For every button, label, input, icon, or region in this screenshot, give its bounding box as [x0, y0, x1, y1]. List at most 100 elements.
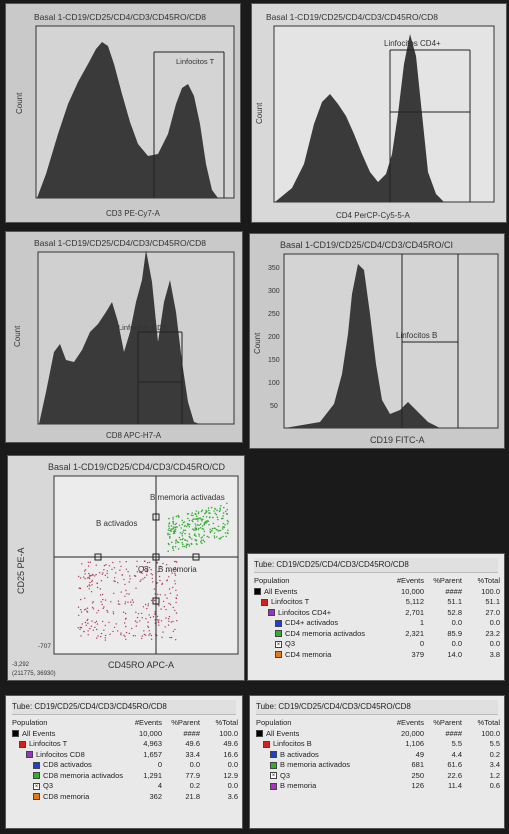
event-dot	[125, 638, 127, 640]
table-row[interactable]: CD8 memoria 362 21.8 3.6	[12, 792, 238, 803]
event-dot	[104, 637, 106, 639]
event-dot	[167, 532, 169, 535]
event-dot	[222, 522, 225, 525]
event-dot	[117, 603, 120, 605]
population-color-swatch: ×	[275, 640, 282, 648]
x-axis-label: CD3 PE-Cy7-A	[106, 209, 160, 218]
table-row[interactable]: × Q3 4 0.2 0.0	[12, 781, 238, 792]
event-dot	[182, 543, 184, 546]
event-dot	[131, 599, 134, 601]
event-dot	[97, 635, 99, 637]
event-dot	[80, 598, 82, 601]
event-dot	[83, 570, 86, 572]
event-dot	[146, 569, 148, 571]
event-dot	[143, 566, 145, 568]
table-row[interactable]: All Events 10,000 #### 100.0	[12, 729, 238, 740]
event-dot	[140, 572, 142, 574]
event-dot	[177, 541, 180, 544]
population-name: CD4+ activados	[285, 618, 339, 627]
table-row[interactable]: Linfocitos CD4+ 2,701 52.8 27.0	[254, 608, 500, 619]
table-row[interactable]: Linfocitos T 4,963 49.6 49.6	[12, 739, 238, 750]
population-name: All Events	[264, 586, 298, 596]
table-row[interactable]: CD4 memoria 379 14.0 3.8	[254, 650, 500, 661]
event-dot	[201, 536, 204, 538]
cell-total: 0.0	[227, 760, 238, 769]
cell-events: 126	[411, 781, 424, 790]
event-dot	[92, 629, 95, 631]
statistics-table-cd4: Tube: CD19/CD25/CD4/CD3/CD45RO/CD8 Popul…	[248, 554, 504, 680]
event-dot	[146, 574, 148, 576]
event-dot	[147, 625, 149, 627]
event-dot	[96, 586, 99, 589]
svg-text:350: 350	[268, 265, 280, 272]
cell-parent: 61.6	[447, 760, 462, 769]
table-row[interactable]: Linfocitos T 5,112 51.1 51.1	[254, 597, 500, 608]
event-dot	[193, 534, 196, 536]
event-dot	[170, 525, 173, 527]
cell-total: 49.6	[223, 739, 238, 748]
event-dot	[217, 530, 219, 532]
event-dot	[161, 636, 163, 638]
cell-events: 1	[419, 618, 424, 627]
cell-events: 10,000	[139, 728, 162, 738]
cell-parent: 5.5	[451, 739, 462, 748]
event-dot	[103, 629, 105, 631]
event-dot	[188, 535, 191, 538]
event-dot	[96, 612, 98, 614]
table-row[interactable]: B memoria 126 11.4 0.6	[256, 781, 500, 792]
table-row[interactable]: B memoria activados 681 61.6 3.4	[256, 760, 500, 771]
event-dot	[175, 515, 178, 518]
event-dot	[176, 620, 178, 622]
event-dot	[111, 568, 113, 571]
table-row[interactable]: × Q3 0 0.0 0.0	[254, 639, 500, 650]
event-dot	[169, 529, 171, 532]
tube-label: Tube: CD19/CD25/CD4/CD3/CD45RO/CD8	[256, 700, 498, 715]
event-dot	[199, 517, 201, 519]
cell-events: 681	[411, 760, 424, 769]
event-dot	[146, 607, 148, 610]
table-row[interactable]: Linfocitos B 1,106 5.5 5.5	[256, 739, 500, 750]
event-dot	[194, 523, 197, 525]
table-row[interactable]: All Events 10,000 #### 100.0	[254, 587, 500, 598]
event-dot	[156, 561, 158, 563]
population-color-swatch	[19, 740, 26, 748]
table-row[interactable]: CD4+ activados 1 0.0 0.0	[254, 618, 500, 629]
event-dot	[173, 529, 176, 532]
event-dot	[156, 619, 159, 621]
event-dot	[77, 606, 80, 608]
event-dot	[164, 594, 166, 596]
event-dot	[169, 537, 171, 539]
event-dot	[101, 573, 104, 575]
table-row[interactable]: CD4 memoria activados 2,321 85.9 23.2	[254, 629, 500, 640]
event-dot	[125, 561, 127, 563]
event-dot	[90, 625, 93, 627]
event-dot	[177, 514, 180, 517]
event-dot	[100, 601, 102, 603]
event-dot	[224, 510, 227, 513]
table-row[interactable]: All Events 20,000 #### 100.0	[256, 729, 500, 740]
cell-parent: 33.4	[185, 749, 200, 759]
table-row[interactable]: × Q3 250 22.6 1.2	[256, 771, 500, 782]
event-dot	[99, 572, 101, 574]
table-row[interactable]: CD8 activados 0 0.0 0.0	[12, 760, 238, 771]
event-dot	[80, 609, 82, 611]
event-dot	[96, 623, 99, 625]
event-dot	[171, 541, 173, 544]
event-dot	[169, 603, 172, 606]
event-dot	[128, 593, 130, 595]
event-dot	[181, 519, 183, 522]
scatter-cd45ro-cd25-panel: Basal 1-CD19/CD25/CD4/CD3/CD45RO/CD B ac…	[8, 456, 244, 680]
population-color-swatch	[263, 740, 270, 748]
population-color-swatch	[270, 782, 277, 790]
event-dot	[227, 529, 229, 531]
event-dot	[125, 625, 127, 628]
event-dot	[182, 529, 185, 531]
event-dot	[159, 579, 161, 582]
table-row[interactable]: B activados 49 4.4 0.2	[256, 750, 500, 761]
event-dot	[152, 581, 154, 583]
table-row[interactable]: CD8 memoria activados 1,291 77.9 12.9	[12, 771, 238, 782]
table-row[interactable]: Linfocitos CD8 1,657 33.4 16.6	[12, 750, 238, 761]
population-name: All Events	[22, 728, 56, 738]
event-dot	[183, 545, 186, 548]
event-dot	[176, 594, 178, 596]
